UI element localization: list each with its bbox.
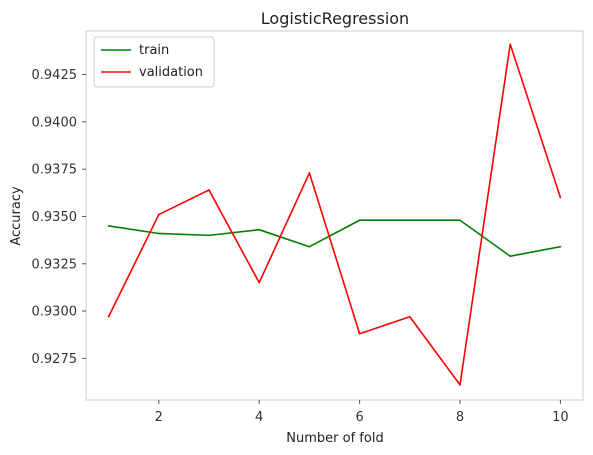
plot-area [85, 30, 584, 401]
data-point-train [358, 219, 361, 222]
data-point-train [107, 225, 110, 227]
y-tick-label: 0.9350 [32, 210, 78, 225]
x-axis-label: Number of fold [286, 431, 383, 446]
data-point-train [509, 255, 512, 257]
y-axis-ticks: 0.9275 0.9300 0.9325 0.9350 0.9375 0.9400 0.94… [32, 68, 86, 367]
x-tick-label: 2 [155, 410, 163, 425]
data-point-train [258, 228, 260, 231]
series-lines [107, 43, 562, 386]
data-point-train [559, 245, 562, 248]
y-tick-label: 0.9400 [32, 115, 78, 130]
data-point-validation [208, 189, 210, 191]
x-axis-ticks: 2 4 6 8 10 [155, 400, 569, 425]
data-point-validation [459, 384, 461, 386]
data-point-validation [358, 332, 361, 335]
series-line-train [108, 219, 561, 257]
y-tick-label: 0.9375 [32, 163, 78, 178]
data-point-train [157, 232, 160, 235]
x-tick-label: 6 [355, 410, 363, 425]
x-tick-label: 8 [456, 410, 464, 425]
legend-label-validation: validation [139, 65, 203, 80]
data-point-validation [107, 315, 110, 318]
chart-title: LogisticRegression [261, 9, 409, 28]
data-point-train [208, 234, 210, 237]
y-tick-label: 0.9325 [32, 257, 78, 272]
series-line-validation [107, 43, 562, 386]
y-tick-label: 0.9300 [32, 305, 78, 320]
y-tick-label: 0.9275 [32, 352, 78, 367]
data-point-validation [559, 196, 562, 199]
data-point-train [459, 219, 461, 222]
data-point-train [308, 245, 311, 248]
y-tick-label: 0.9425 [32, 68, 78, 83]
legend: train validation [93, 36, 215, 88]
data-point-train [409, 219, 411, 222]
x-tick-label: 10 [552, 410, 569, 425]
y-axis-label: Accuracy [9, 186, 24, 246]
data-point-validation [509, 43, 512, 46]
x-tick-label: 4 [255, 410, 263, 425]
data-point-validation [258, 281, 260, 284]
data-point-validation [308, 172, 311, 174]
data-point-validation [409, 315, 411, 318]
data-point-validation [157, 213, 160, 216]
legend-label-train: train [139, 43, 169, 58]
